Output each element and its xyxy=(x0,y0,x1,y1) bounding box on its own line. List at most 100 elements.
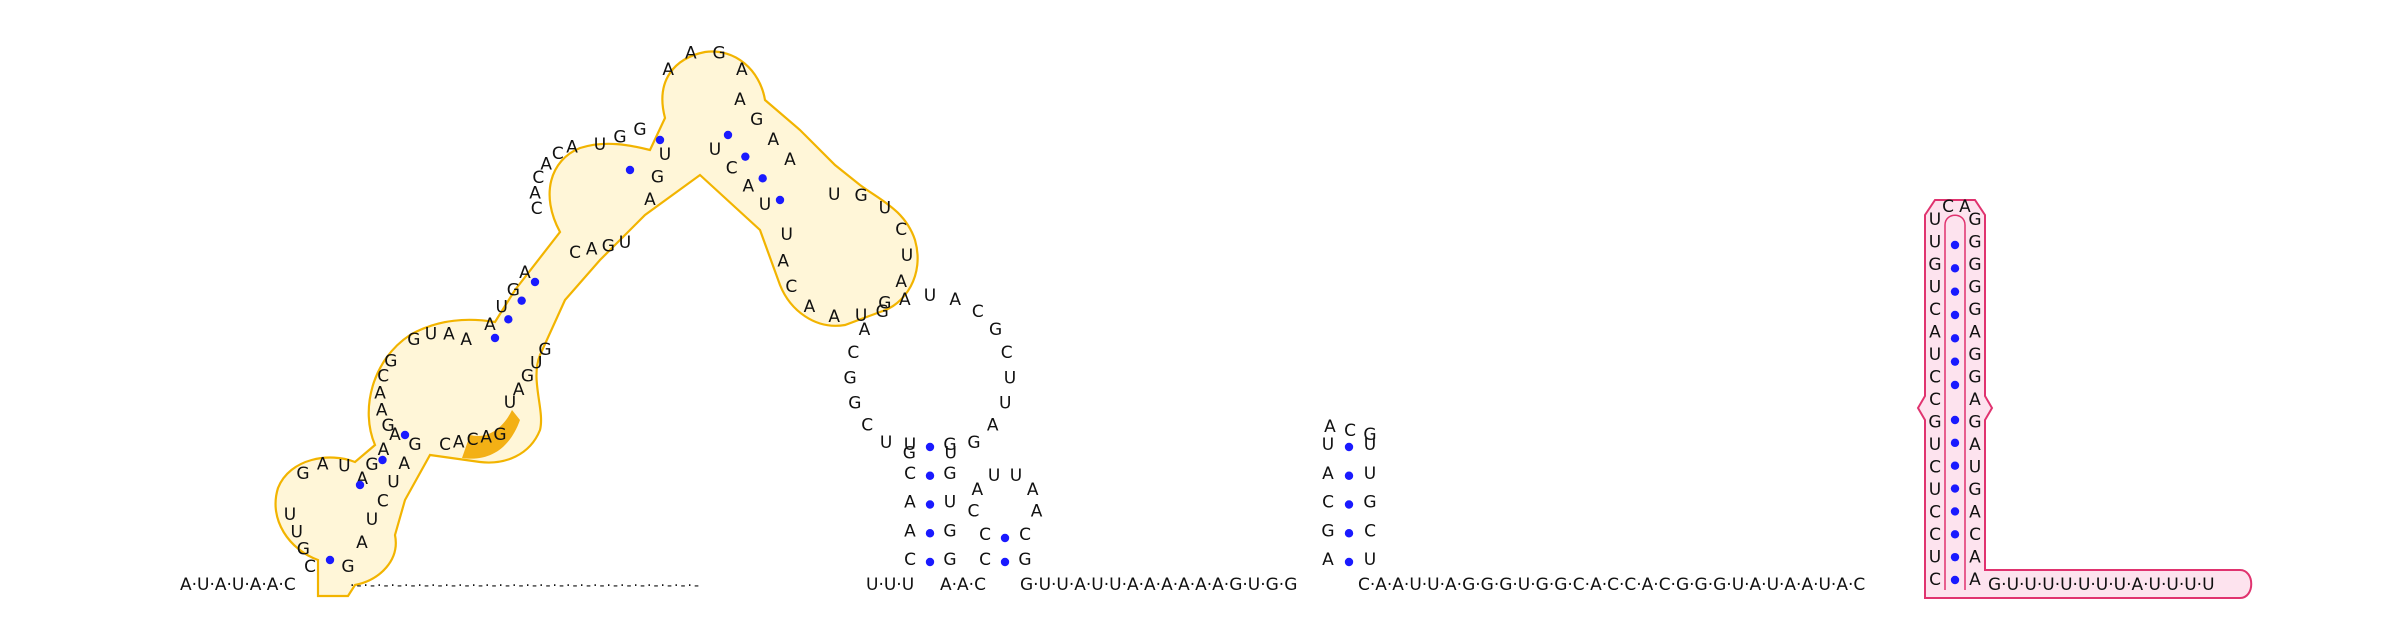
base-pair-dot xyxy=(490,333,500,343)
domain-nt: A xyxy=(828,307,840,327)
base-pair-dot xyxy=(530,277,540,287)
domain-nt: C xyxy=(439,435,451,455)
hairpin-b-nt: A xyxy=(1031,502,1043,522)
hairpin-c-nt: G xyxy=(1321,521,1334,541)
hairpin-a-nt: G xyxy=(943,521,956,541)
terminator-nt: A xyxy=(1969,323,1981,343)
base-pair-dot xyxy=(1344,442,1354,452)
domain-nt: A xyxy=(662,60,674,80)
hairpin-c-nt: G xyxy=(1363,425,1376,445)
hairpin-c-nt: U xyxy=(1322,435,1334,455)
domain-nt: C xyxy=(552,144,564,164)
terminator-nt: C xyxy=(1929,525,1941,545)
base-pair-dot xyxy=(504,315,513,324)
hairpin-a-nt: C xyxy=(861,416,873,436)
domain-nt: C xyxy=(467,430,479,450)
domain-nt: G xyxy=(613,128,626,148)
domain-nt: U xyxy=(504,393,516,413)
terminator-nt: G xyxy=(1968,278,1981,298)
domain-nt: G xyxy=(602,236,615,256)
domain-nt: A xyxy=(374,383,386,403)
hairpin-c-nt: U xyxy=(1364,435,1376,455)
three-prime-tail: G·U·U·U·U·U·U·U·A·U·U·U·U xyxy=(1988,575,2215,595)
base-pair-dot xyxy=(723,130,733,140)
domain-nt: G xyxy=(633,120,646,140)
hairpin-c-nt: A xyxy=(1322,550,1334,570)
base-pair-dot xyxy=(1000,557,1010,567)
domain-nt: A xyxy=(356,533,368,553)
domain-nt: A xyxy=(734,90,746,110)
domain-nt: G xyxy=(651,168,664,188)
hairpin-b-nt: U xyxy=(1010,466,1022,486)
domain-nt: G xyxy=(713,43,726,63)
terminator-nt: C xyxy=(1929,570,1941,590)
domain-nt: G xyxy=(493,425,506,445)
domain-nt: A xyxy=(777,251,789,271)
domain-nt: A xyxy=(453,433,465,453)
hairpin-a-nt: U xyxy=(904,435,916,455)
middle-sequence: G·U·U·A·U·U·A·A·A·A·A·A·G·U·G·G xyxy=(1020,575,1297,595)
domain-nt: A xyxy=(804,297,816,317)
domain-nt: C xyxy=(726,158,738,178)
base-pair-dot xyxy=(355,480,365,490)
domain-nt: A xyxy=(398,454,410,474)
terminator-nt: G xyxy=(1968,368,1981,388)
hairpin-a-nt: C xyxy=(972,302,984,322)
terminator-nt: A xyxy=(1929,323,1941,343)
hairpin-c-nt: C xyxy=(1322,493,1334,513)
base-pair-dot xyxy=(400,430,410,440)
terminator-nt: U xyxy=(1969,458,1981,478)
domain-nt: G xyxy=(750,110,763,130)
base-pair-dot xyxy=(1950,552,1960,562)
base-pair-dot xyxy=(655,135,665,145)
terminator-nt: U xyxy=(1929,210,1941,230)
hairpin-a-nt: G xyxy=(876,302,889,322)
domain-nt: A xyxy=(529,183,541,203)
base-pair-dot xyxy=(378,455,387,465)
domain-nt: A xyxy=(895,272,907,292)
domain-nt: A xyxy=(736,60,748,80)
domain-nt: G xyxy=(341,557,354,577)
hairpin-b-nt: A xyxy=(1027,480,1039,500)
terminator-nt: A xyxy=(1969,548,1981,568)
domain-nt: G xyxy=(878,293,891,313)
hairpin-a-nt: A xyxy=(899,290,911,310)
domain-nt: U xyxy=(879,199,891,219)
hairpin-a-nt: A xyxy=(859,320,871,340)
domain-nt: A xyxy=(768,130,780,150)
domain-nt: G xyxy=(297,540,310,560)
hairpin-c-nt: C xyxy=(1364,521,1376,541)
domain-nt: U xyxy=(495,298,507,318)
terminator-nt: U xyxy=(1929,278,1941,298)
base-pair-dot xyxy=(325,555,335,565)
hairpin-c-nt: A xyxy=(1324,417,1336,437)
terminator-nt: C xyxy=(1929,390,1941,410)
domain-nt: C xyxy=(377,367,389,387)
domain-nt: A xyxy=(644,190,656,210)
base-pair-dot xyxy=(1000,533,1010,543)
domain-nt: A xyxy=(586,240,598,260)
terminator-nt: A xyxy=(1969,570,1981,590)
hairpin-a-nt: U xyxy=(944,493,956,513)
domain-nt: C xyxy=(785,277,797,297)
terminator-nt: A xyxy=(1969,503,1981,523)
base-pair-dot xyxy=(1950,357,1960,366)
base-pair-dot xyxy=(925,557,935,567)
terminator-nt: A xyxy=(1959,197,1971,217)
domain-nt: U xyxy=(855,306,867,326)
terminator-nt: U xyxy=(1929,345,1941,365)
hairpin-a-nt: U xyxy=(924,286,936,306)
hairpin-a-nt: U xyxy=(944,443,956,463)
domain-nt: G xyxy=(521,367,534,387)
domain-nt: G xyxy=(538,340,551,360)
domain-nt: U xyxy=(290,522,302,542)
hairpin-a-nt: U xyxy=(999,393,1011,413)
terminator-nt: U xyxy=(1929,480,1941,500)
domain-nt: U xyxy=(338,457,350,477)
domain-nt: A xyxy=(484,315,496,335)
domain-nt: C xyxy=(569,243,581,263)
domain-nt: G xyxy=(408,435,421,455)
